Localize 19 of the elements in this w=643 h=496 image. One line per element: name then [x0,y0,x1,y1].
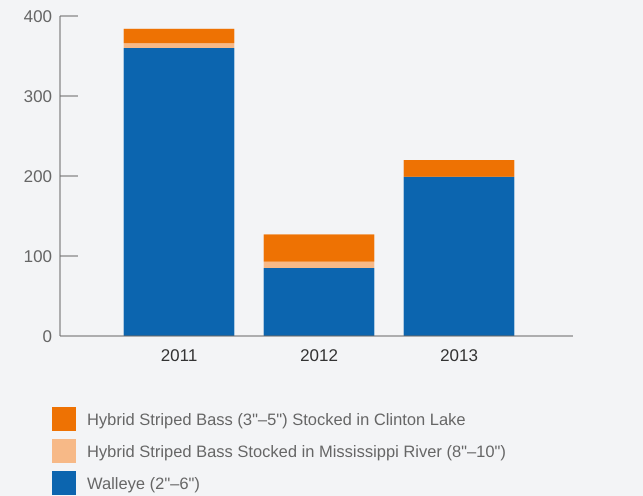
legend-label: Hybrid Striped Bass Stocked in Mississippi River (8"–10") [87,442,506,461]
y-tick-label: 400 [24,6,52,26]
legend-label: Walleye (2"–6") [87,474,200,493]
bar [264,268,374,336]
bar [264,234,374,262]
y-tick-label: 300 [24,86,52,106]
bar [124,43,234,48]
bar [404,160,514,177]
x-tick-label: 2012 [300,346,338,365]
y-tick-label: 0 [42,326,52,346]
y-tick-label: 100 [24,246,52,266]
legend-label: Hybrid Striped Bass (3"–5") Stocked in Clinton Lake [87,410,466,429]
bar [264,262,374,268]
bar [124,28,234,44]
x-tick-label: 2013 [440,346,478,365]
bar [124,48,234,336]
bar [404,176,514,336]
x-tick-label: 2011 [160,346,198,365]
y-tick-label: 200 [24,166,52,186]
